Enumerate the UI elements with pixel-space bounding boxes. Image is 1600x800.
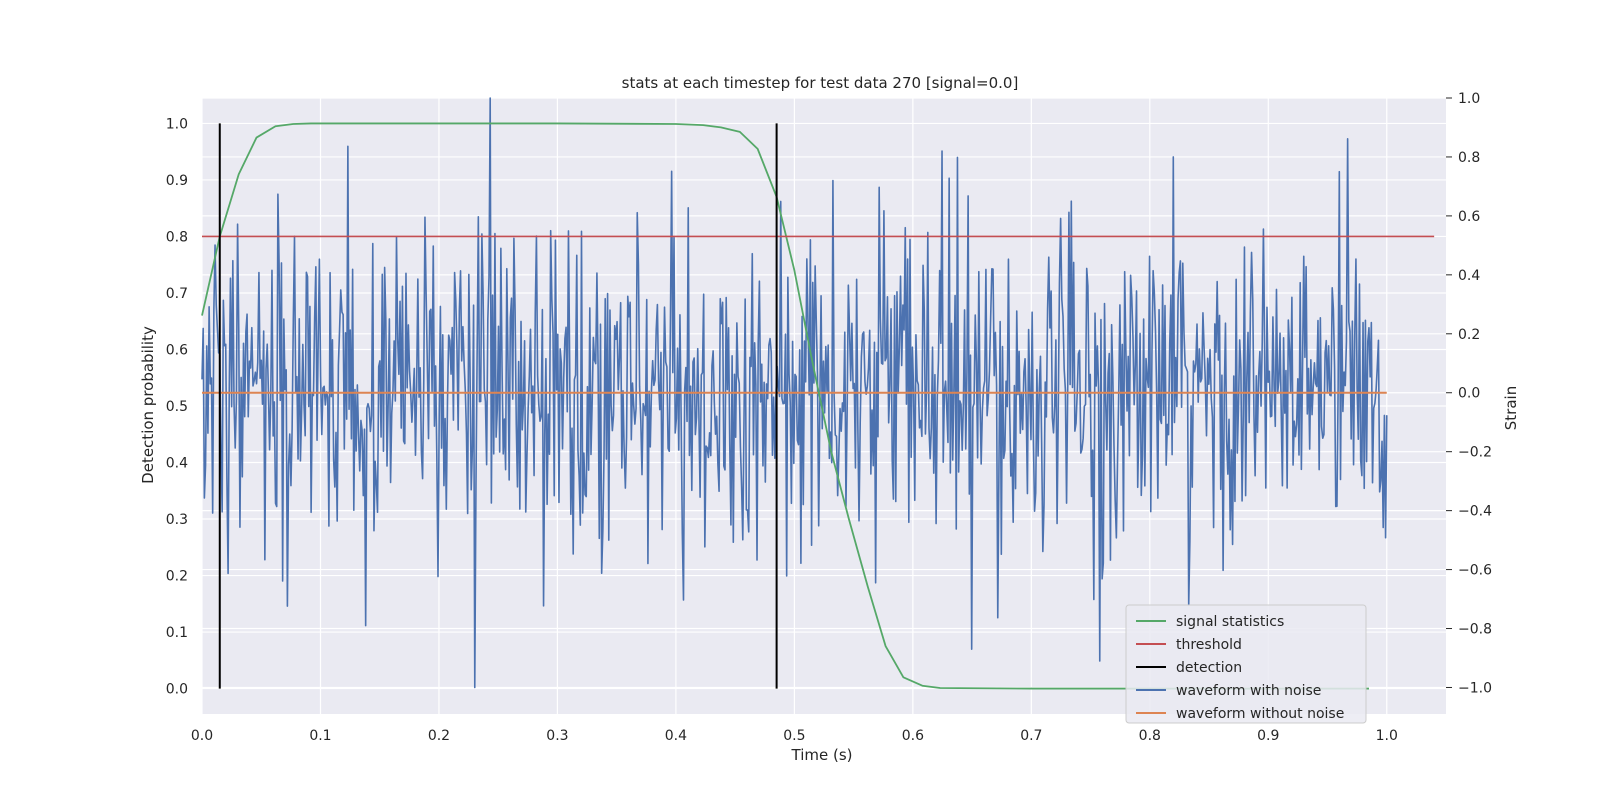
legend-label: signal statistics	[1176, 614, 1284, 630]
x-tick-label: 0.5	[783, 728, 805, 744]
y-left-tick-label: 0.5	[166, 399, 188, 415]
legend-box	[1125, 604, 1367, 724]
x-tick-label: 0.1	[309, 728, 331, 744]
x-tick-label: 0.0	[191, 728, 213, 744]
legend-label: waveform with noise	[1176, 683, 1321, 699]
series-waveform-with-noise	[201, 97, 1388, 689]
x-tick-label: 0.2	[428, 728, 450, 744]
y-right-tick-label: 1.0	[1458, 91, 1480, 107]
y-right-axis-label: Strain	[1502, 386, 1520, 430]
y-left-tick-label: 0.1	[166, 625, 188, 641]
x-tick-label: 0.6	[902, 728, 924, 744]
y-right-tick-label: −0.8	[1458, 622, 1492, 638]
y-left-tick-label: 0.4	[166, 456, 188, 472]
legend-label: detection	[1176, 660, 1242, 676]
y-left-tick-label: 0.9	[166, 173, 188, 189]
y-left-tick-label: 0.6	[166, 342, 188, 358]
y-right-tick-label: −0.4	[1458, 504, 1492, 520]
chart-title: stats at each timestep for test data 270…	[622, 74, 1019, 92]
series-signal-statistics	[201, 122, 1369, 690]
x-tick-label: 1.0	[1376, 728, 1398, 744]
y-left-tick-label: 0.7	[166, 286, 188, 302]
legend-label: threshold	[1176, 637, 1242, 653]
y-right-tick-label: 0.2	[1458, 327, 1480, 343]
y-left-axis-label: Detection probability	[139, 326, 157, 484]
y-left-axis-ticks: 0.0 0.1 0.2 0.3 0.4 0.5 0.6 0.7 0.8 0.9 1.0	[166, 116, 188, 697]
y-right-tick-label: −0.2	[1458, 445, 1492, 461]
y-right-tick-label: −0.6	[1458, 563, 1492, 579]
y-left-tick-label: 0.3	[166, 512, 188, 528]
x-tick-label: 0.8	[1139, 728, 1161, 744]
x-tick-label: 0.3	[546, 728, 568, 744]
series-layer	[201, 97, 1435, 690]
y-right-tick-label: −1.0	[1458, 680, 1492, 696]
y-left-tick-label: 0.8	[166, 229, 188, 245]
x-tick-label: 0.7	[1020, 728, 1042, 744]
y-right-tick-label: 0.4	[1458, 268, 1480, 284]
legend-label: waveform without noise	[1176, 706, 1344, 722]
y-left-tick-label: 0.2	[166, 569, 188, 585]
y-left-tick-label: 1.0	[166, 116, 188, 132]
y-right-tick-label: 0.8	[1458, 150, 1480, 166]
x-axis-label: Time (s)	[791, 746, 853, 764]
y-right-tick-label: 0.6	[1458, 209, 1480, 225]
x-tick-label: 0.4	[665, 728, 687, 744]
y-right-tick-label: 0.0	[1458, 386, 1480, 402]
legend: signal statistics threshold detection wavef…	[1125, 604, 1367, 724]
x-axis-ticks: 0.0 0.1 0.2 0.3 0.4 0.5 0.6 0.7 0.8 0.9 1.0	[191, 728, 1398, 744]
x-tick-label: 0.9	[1257, 728, 1279, 744]
y-right-axis-ticks: −1.0 −0.8 −0.6 −0.4 −0.2 0.0 0.2 0.4 0.6 0.8 1.0	[1446, 91, 1492, 696]
y-left-tick-label: 0.0	[166, 682, 188, 698]
